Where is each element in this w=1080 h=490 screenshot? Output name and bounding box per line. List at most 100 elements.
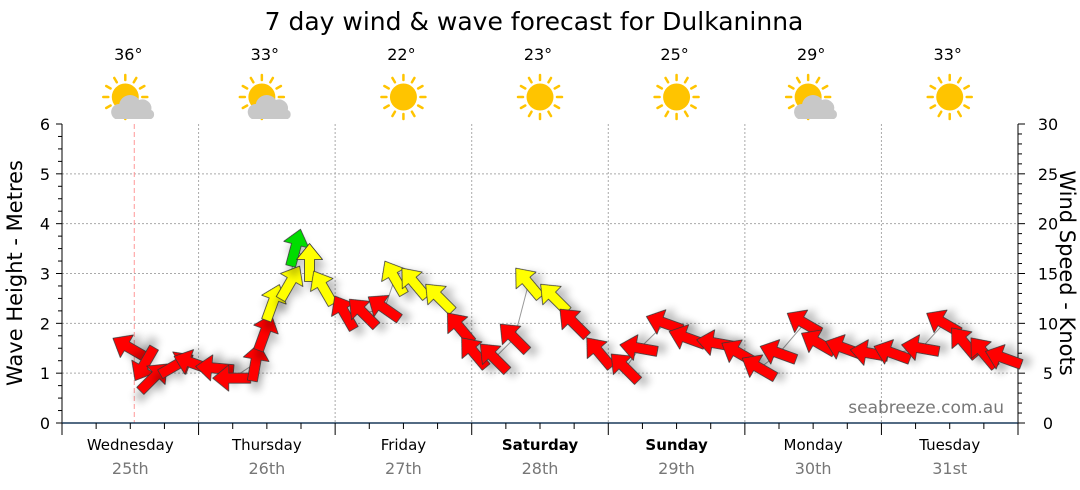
temperature-label: 33° [251, 45, 279, 64]
day-date-label: 31st [932, 459, 967, 478]
wind-arrow [275, 265, 304, 302]
partly-cloudy-icon [102, 73, 155, 121]
sun-ray [553, 84, 561, 90]
temperature-label: 22° [387, 45, 415, 64]
sun-ray [519, 84, 527, 90]
temperature-label: 36° [114, 45, 142, 64]
wind-arrow [741, 354, 779, 382]
day-date-label: 25th [112, 459, 149, 478]
wind-arrow [586, 337, 616, 371]
sun-ray [821, 84, 829, 90]
sun-ray [269, 76, 275, 84]
sun-ray [664, 110, 670, 118]
sun-ray [929, 104, 937, 110]
sun-ray [553, 104, 561, 110]
sun-icon [516, 73, 564, 121]
left-tick-label: 0 [40, 414, 50, 433]
sun-ray [241, 104, 249, 110]
wind-arrow [499, 323, 532, 355]
sun-ray [683, 76, 689, 84]
cloud-shape [247, 95, 291, 119]
sun-icon [653, 73, 700, 121]
sun-ray [937, 110, 943, 118]
sun-ray [383, 104, 390, 110]
day-name-label: Tuesday [918, 436, 980, 454]
weather-row: 36° 33° 22° 23° 25° 29° 33° [102, 45, 973, 121]
sun-disc [936, 83, 964, 111]
right-tick-label: 5 [1043, 364, 1053, 383]
right-tick-label: 15 [1038, 265, 1058, 284]
sun-ray [132, 76, 138, 84]
sun-ray [519, 104, 527, 110]
wind-arrow [253, 314, 279, 353]
sun-ray [683, 110, 689, 118]
day-date-label: 29th [658, 459, 695, 478]
wind-arrow [515, 267, 545, 301]
sun-ray [956, 110, 962, 118]
sun-ray [937, 76, 943, 84]
sun-ray [410, 76, 416, 84]
sun-ray [963, 84, 971, 90]
right-tick-label: 0 [1043, 414, 1053, 433]
chart-title: 7 day wind & wave forecast for Dulkaninn… [265, 7, 804, 36]
sun-ray [815, 76, 821, 84]
sun-ray [795, 76, 801, 84]
sun-ray [416, 104, 424, 110]
temperature-label: 29° [797, 45, 825, 64]
sun-disc [526, 83, 554, 111]
cloud-shape [111, 95, 155, 119]
sun-ray [138, 84, 146, 90]
sun-icon [926, 73, 973, 121]
sun-ray [410, 110, 416, 118]
sun-ray [929, 84, 937, 90]
sun-ray [104, 104, 112, 110]
left-tick-label: 1 [40, 364, 50, 383]
right-tick-label: 25 [1038, 165, 1058, 184]
wind-arrow [195, 354, 235, 382]
wind-arrow [479, 343, 512, 375]
wind-arrow [985, 344, 1024, 370]
grid [62, 124, 1018, 423]
wind-arrow [873, 339, 912, 365]
sun-disc [389, 83, 417, 111]
watermark: seabreeze.com.au [848, 398, 1004, 418]
wind-arrow [296, 243, 323, 282]
right-tick-label: 20 [1038, 215, 1058, 234]
temperature-label: 33° [934, 45, 962, 64]
left-tick-label: 3 [40, 265, 50, 284]
y-axis-label: Wave Height - Metres [3, 160, 27, 386]
sun-ray [527, 110, 533, 118]
day-name-label: Thursday [231, 436, 302, 454]
sun-ray [656, 84, 664, 90]
sun-ray [249, 76, 255, 84]
wind-arrow [559, 308, 591, 340]
sun-ray [787, 104, 795, 110]
cloud-shape [794, 95, 837, 119]
wind-arrow [367, 295, 403, 324]
sun-icon [380, 73, 427, 121]
day-name-label: Sunday [645, 436, 708, 454]
day-name-label: Friday [381, 436, 427, 454]
sun-ray [547, 110, 553, 118]
day-date-label: 27th [385, 459, 422, 478]
wind-arrow [242, 343, 270, 383]
right-tick-label: 10 [1038, 314, 1058, 333]
sun-ray [416, 84, 424, 90]
sun-ray [787, 84, 795, 90]
left-tick-label: 6 [40, 115, 50, 134]
day-name-label: Monday [784, 436, 843, 454]
left-tick-label: 4 [40, 215, 50, 234]
wind-arrow [310, 270, 338, 307]
left-tick-label: 5 [40, 165, 50, 184]
temperature-label: 23° [524, 45, 552, 64]
sun-disc [663, 83, 691, 111]
sun-ray [664, 76, 670, 84]
day-name-label: Wednesday [87, 436, 174, 454]
sun-ray [275, 84, 283, 90]
sun-ray [241, 84, 249, 90]
y2-axis-label: Wind Speed - Knots [1055, 170, 1079, 375]
left-tick-label: 2 [40, 314, 50, 333]
wind-arrow [401, 267, 431, 301]
wind-arrow [901, 334, 941, 361]
